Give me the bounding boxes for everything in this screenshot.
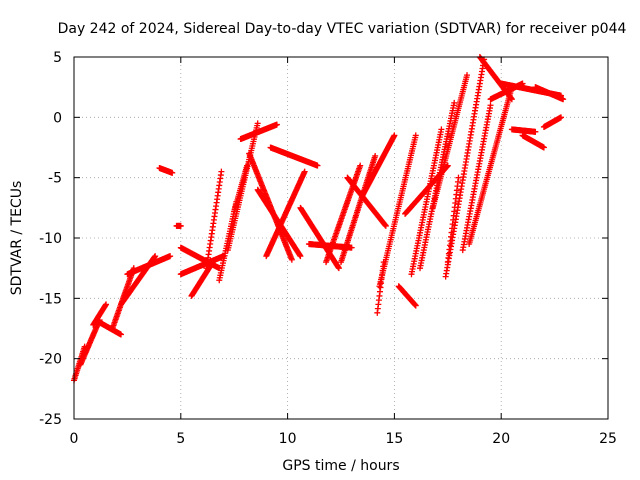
satellite-arc bbox=[188, 259, 216, 299]
data-point bbox=[273, 121, 280, 128]
data-point bbox=[508, 96, 515, 103]
satellite-arc bbox=[429, 72, 471, 211]
data-point bbox=[209, 259, 216, 266]
satellite-arc bbox=[395, 283, 419, 309]
data-point bbox=[451, 99, 458, 106]
chart-title: Day 242 of 2024, Sidereal Day-to-day VTE… bbox=[58, 21, 627, 37]
satellite-arc bbox=[77, 317, 103, 368]
data-point bbox=[357, 162, 364, 169]
satellite-arc bbox=[359, 132, 398, 199]
satellite-arc bbox=[231, 162, 251, 215]
data-point bbox=[438, 126, 445, 133]
y-tick-label: 5 bbox=[53, 50, 62, 66]
data-point bbox=[487, 102, 494, 109]
y-tick-label: -25 bbox=[39, 412, 62, 428]
satellite-arc bbox=[203, 168, 225, 272]
satellite-arc bbox=[376, 132, 419, 290]
data-point bbox=[560, 96, 567, 103]
y-tick-label: -10 bbox=[39, 231, 62, 247]
x-axis-label: GPS time / hours bbox=[282, 458, 399, 474]
y-tick-label: -20 bbox=[39, 352, 62, 368]
satellite-arc bbox=[519, 132, 547, 151]
data-point bbox=[372, 152, 379, 159]
satellite-arc bbox=[540, 114, 565, 130]
y-tick-label: -5 bbox=[48, 171, 62, 187]
satellite-arc bbox=[254, 186, 304, 260]
satellite-arc bbox=[124, 253, 174, 278]
satellite-arc bbox=[117, 253, 159, 308]
data-point bbox=[540, 144, 547, 151]
data-point bbox=[177, 222, 184, 229]
y-tick-label: 0 bbox=[53, 110, 62, 126]
data-series bbox=[71, 54, 567, 384]
data-point bbox=[254, 120, 261, 127]
grid bbox=[74, 57, 608, 419]
x-tick-label: 15 bbox=[385, 431, 403, 447]
satellite-arc bbox=[267, 144, 321, 169]
data-point bbox=[218, 168, 225, 175]
satellite-arc bbox=[444, 174, 462, 266]
data-point bbox=[464, 72, 471, 79]
satellite-arc bbox=[173, 222, 184, 229]
x-tick-label: 0 bbox=[70, 431, 79, 447]
data-point bbox=[532, 128, 539, 135]
data-point bbox=[288, 256, 295, 263]
x-tick-label: 10 bbox=[279, 431, 297, 447]
data-point bbox=[558, 114, 565, 121]
data-point bbox=[117, 331, 124, 338]
data-point bbox=[301, 168, 308, 175]
y-tick-label: -15 bbox=[39, 291, 62, 307]
axis-ticks: 0 5 10 15 20 25 -25 -20 -15 -10 -5 0 5 bbox=[39, 50, 617, 447]
satellite-arc bbox=[408, 126, 445, 278]
data-point bbox=[335, 265, 342, 272]
satellite-arc bbox=[532, 84, 567, 103]
data-point bbox=[244, 162, 251, 169]
data-point bbox=[169, 169, 176, 176]
data-point bbox=[455, 174, 462, 181]
data-point bbox=[382, 222, 389, 229]
satellite-arc bbox=[156, 165, 176, 176]
data-point bbox=[412, 302, 419, 309]
data-point bbox=[444, 162, 451, 169]
data-point bbox=[391, 132, 398, 139]
satellite-arc bbox=[90, 301, 110, 328]
satellite-arc bbox=[237, 121, 280, 143]
data-point bbox=[152, 253, 159, 260]
data-point bbox=[297, 253, 304, 260]
data-point bbox=[412, 132, 419, 139]
data-point bbox=[103, 301, 110, 308]
y-axis-label: SDTVAR / TECUs bbox=[9, 181, 25, 296]
x-tick-label: 25 bbox=[599, 431, 617, 447]
x-tick-label: 5 bbox=[176, 431, 185, 447]
satellite-arc bbox=[263, 168, 308, 260]
x-tick-label: 20 bbox=[492, 431, 510, 447]
satellite-arc bbox=[459, 102, 494, 254]
data-point bbox=[314, 162, 321, 169]
satellite-arc bbox=[323, 162, 364, 266]
data-point bbox=[167, 253, 174, 260]
data-point bbox=[348, 244, 355, 251]
